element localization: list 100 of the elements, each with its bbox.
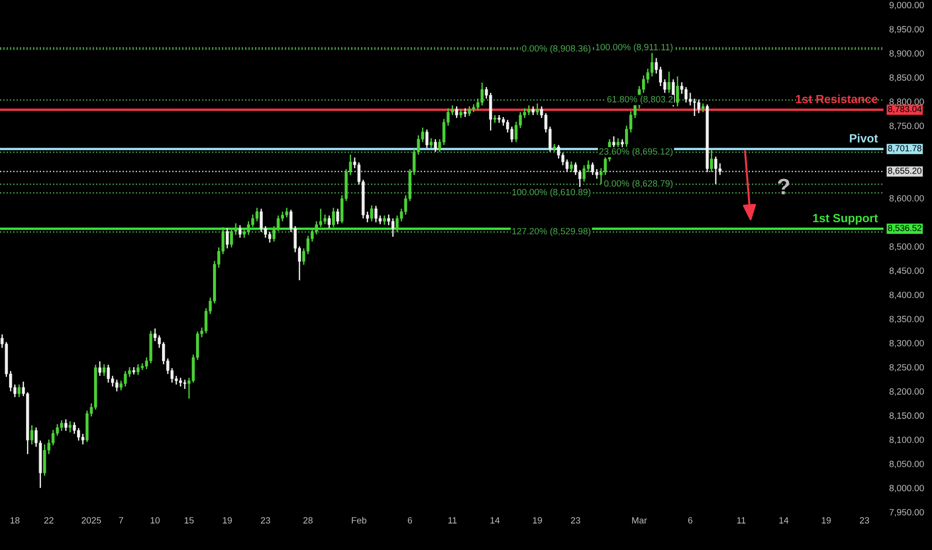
y-tick-label: 8,500.00	[889, 243, 924, 251]
candlestick	[710, 149, 713, 173]
candlestick	[183, 379, 186, 390]
candlestick	[332, 207, 335, 228]
candlestick	[370, 204, 374, 222]
candlestick	[455, 106, 458, 119]
x-tick-label: 14	[490, 517, 500, 524]
x-tick-label: 23	[860, 517, 870, 524]
x-tick-label: 6	[408, 517, 412, 524]
y-tick-label: 8,000.00	[889, 484, 924, 492]
y-tick-label: 8,850.00	[889, 74, 924, 82]
candlestick	[468, 106, 471, 117]
candlestick	[595, 168, 598, 180]
candlestick	[106, 364, 110, 384]
annotation: ?	[778, 178, 790, 194]
x-tick-label: 22	[44, 517, 54, 524]
candlestick	[72, 422, 76, 434]
ref-line-label: 127.20% (8,529.98)	[512, 228, 590, 236]
ref-line-label: 23.60% (8,695.12)	[599, 148, 673, 156]
x-tick-label: 7	[119, 517, 124, 524]
y-tick-label: 8,300.00	[889, 340, 924, 348]
candlestick	[697, 98, 700, 114]
candlestick	[336, 208, 340, 225]
x-tick-label: 10	[150, 517, 160, 524]
text: 8,783.04	[888, 106, 922, 114]
y-tick-label: 8,800.00	[889, 98, 924, 106]
candlestick	[536, 102, 539, 116]
candlestick	[668, 70, 671, 94]
candlestick	[434, 138, 437, 152]
candlestick	[612, 136, 616, 150]
candlestick	[382, 214, 386, 226]
x-tick-label: 23	[260, 517, 270, 524]
x-tick-label: 28	[303, 517, 313, 524]
candlestick	[714, 156, 718, 185]
ref-line-label: 61.80% (8,803.2	[607, 96, 673, 104]
ref-line-label: Pivot	[850, 134, 878, 142]
candlestick	[430, 138, 433, 149]
y-tick-label: 8,200.00	[889, 388, 924, 396]
candlestick	[676, 76, 680, 107]
candlestick	[557, 144, 560, 160]
candlestick	[480, 82, 484, 106]
candlestick	[493, 114, 496, 124]
candlestick	[68, 420, 72, 433]
candlestick	[387, 214, 390, 226]
x-tick-label: 15	[184, 517, 194, 524]
y-tick-label: 8,150.00	[889, 412, 924, 420]
candlestick	[18, 384, 21, 398]
x-tick-label: 11	[448, 517, 457, 524]
y-tick-label: 8,600.00	[889, 195, 924, 203]
x-tick-label: Feb	[352, 516, 366, 524]
y-tick-label: 8,250.00	[889, 364, 924, 372]
text: 8,536.52	[888, 224, 922, 232]
y-tick-label: 8,900.00	[889, 50, 924, 58]
candlestick	[688, 92, 692, 106]
candlestick	[527, 104, 530, 116]
y-tick-label: 8,750.00	[889, 122, 924, 130]
candlestick	[30, 424, 34, 446]
ref-line-label: 1st Support	[813, 214, 878, 225]
x-tick-label: 19	[822, 517, 831, 524]
ref-line-label: 0.00% (8,908.36)	[522, 45, 590, 54]
ref-line-label: 1st Resistance	[796, 94, 878, 104]
x-tick-label: 6	[688, 517, 692, 524]
y-tick-label: 8,350.00	[889, 316, 924, 324]
y-tick-label: 8,400.00	[889, 292, 924, 300]
candlestick	[425, 128, 428, 149]
x-tick-label: 14	[779, 517, 788, 524]
candlestick	[81, 433, 84, 446]
y-tick-label: 7,950.00	[890, 509, 924, 516]
candlestick	[391, 218, 394, 238]
ref-line-label: 0.00% (8,628.79)	[604, 180, 673, 188]
x-tick-label: 18	[10, 517, 20, 524]
x-tick-label: 11	[737, 517, 746, 524]
candlestick	[323, 214, 326, 225]
candlestick	[115, 379, 118, 392]
candlestick	[574, 162, 578, 176]
candlestick	[64, 418, 68, 432]
candlestick	[124, 370, 127, 388]
candlestick	[226, 227, 229, 249]
candlestick	[285, 207, 288, 218]
ref-line-label: 100.00% (8,610.89)	[512, 188, 590, 198]
candlestick	[154, 328, 157, 342]
candlestick	[268, 231, 272, 244]
candlestick	[582, 164, 586, 182]
candlestick	[136, 364, 140, 376]
ref-line-label: 100.00% (8,911.11)	[596, 44, 673, 52]
y-tick-label: 8,100.00	[889, 436, 924, 444]
candlestick	[238, 224, 242, 238]
candlestick	[52, 429, 55, 446]
text: 8,655.20	[888, 168, 922, 175]
y-tick-label: 8,050.00	[889, 460, 924, 468]
candlestick	[319, 208, 322, 228]
text: 8,701.78	[888, 145, 922, 152]
y-tick-label: 8,950.00	[889, 26, 924, 34]
y-tick-label: 9,000.00	[890, 2, 924, 10]
candlestick	[43, 444, 46, 476]
candlestick	[464, 108, 467, 118]
x-tick-label: Mar	[632, 517, 647, 524]
candlestick	[570, 160, 573, 173]
candlestick	[510, 126, 514, 143]
x-tick-label: 2025	[82, 517, 101, 524]
